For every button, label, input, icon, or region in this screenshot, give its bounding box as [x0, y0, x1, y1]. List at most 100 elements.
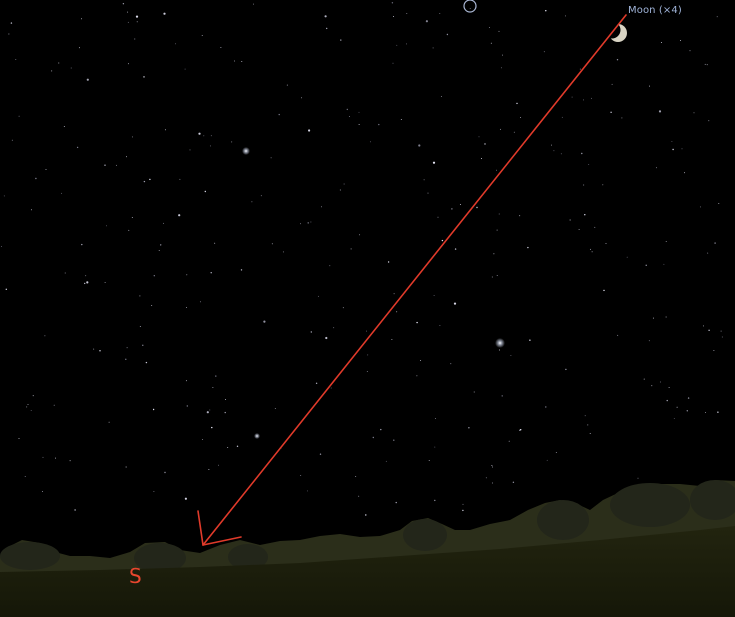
star — [326, 27, 328, 30]
bright-star[interactable] — [495, 338, 505, 348]
star — [145, 361, 148, 364]
star — [396, 311, 398, 313]
star — [241, 61, 243, 62]
star — [355, 475, 357, 477]
star — [127, 21, 129, 23]
bright-star[interactable] — [254, 433, 260, 439]
star — [184, 497, 187, 500]
star — [561, 116, 563, 118]
star — [591, 251, 593, 253]
star — [516, 102, 518, 105]
star — [406, 43, 407, 45]
star — [578, 228, 580, 230]
star — [209, 409, 211, 411]
star — [491, 482, 493, 484]
star — [680, 40, 681, 42]
star — [476, 206, 478, 209]
star — [396, 44, 398, 46]
star — [473, 391, 475, 393]
star — [125, 466, 127, 468]
star — [372, 436, 374, 439]
star — [488, 27, 490, 29]
star — [584, 214, 586, 216]
star — [270, 157, 272, 159]
star — [643, 378, 645, 380]
star — [708, 120, 710, 122]
star — [651, 385, 653, 387]
star — [220, 47, 222, 48]
star — [32, 395, 34, 397]
star — [492, 466, 493, 468]
star — [339, 189, 341, 191]
star — [126, 156, 127, 158]
star — [8, 33, 10, 35]
star — [271, 243, 273, 245]
star — [115, 164, 117, 166]
star — [325, 336, 328, 340]
star — [134, 38, 136, 40]
star — [391, 2, 394, 4]
pointer-arrow-icon — [197, 14, 627, 546]
star — [484, 143, 486, 145]
star — [545, 10, 547, 12]
star — [490, 42, 492, 44]
star — [58, 62, 60, 64]
star — [459, 204, 461, 205]
star — [718, 203, 720, 205]
star — [543, 51, 545, 53]
star — [324, 15, 327, 18]
star — [393, 439, 395, 441]
star — [687, 397, 690, 399]
moon-label: Moon (×4) — [628, 5, 682, 16]
star — [579, 68, 581, 70]
star — [673, 417, 675, 419]
star — [61, 192, 63, 194]
star — [581, 152, 583, 155]
star — [462, 503, 464, 505]
star — [658, 110, 662, 113]
star — [158, 249, 160, 251]
star — [453, 302, 457, 305]
star — [440, 95, 442, 97]
bright-star[interactable] — [242, 147, 250, 155]
circle-marker-icon[interactable] — [463, 0, 477, 13]
star — [583, 184, 585, 186]
star — [234, 60, 236, 62]
star — [676, 406, 678, 408]
star — [64, 272, 66, 274]
star — [343, 183, 345, 185]
star — [53, 404, 55, 406]
star — [546, 459, 548, 461]
star — [139, 295, 141, 297]
star — [672, 148, 674, 151]
star — [186, 274, 188, 276]
star — [104, 164, 106, 166]
star — [583, 99, 584, 101]
star — [602, 184, 604, 186]
star — [378, 123, 380, 126]
star — [84, 282, 86, 285]
star — [496, 275, 498, 276]
star — [163, 222, 165, 224]
star — [705, 412, 706, 413]
star — [11, 139, 13, 141]
star — [714, 242, 716, 244]
star — [645, 264, 647, 266]
star — [310, 331, 312, 333]
star — [366, 330, 367, 332]
star — [512, 481, 515, 483]
star — [684, 172, 686, 174]
star — [591, 97, 592, 99]
star — [260, 195, 262, 197]
crescent-moon-icon[interactable] — [603, 21, 628, 43]
star — [209, 145, 211, 147]
star — [44, 335, 46, 337]
star — [496, 229, 498, 231]
star — [527, 246, 529, 249]
star — [660, 42, 662, 43]
star — [393, 16, 394, 17]
star — [142, 344, 144, 346]
star — [713, 350, 715, 352]
star — [30, 410, 32, 412]
